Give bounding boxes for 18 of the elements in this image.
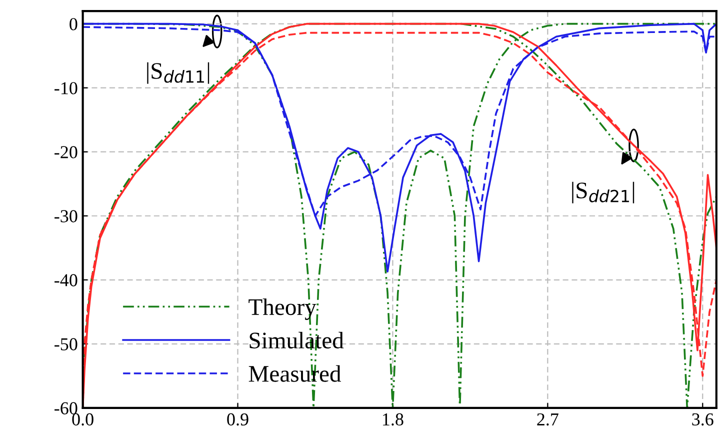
annotation: |S$_{dd21}$| — [572, 182, 634, 204]
x-tick-label: 3.6 — [692, 413, 714, 426]
x-tick-label: 0.9 — [227, 413, 248, 426]
x-tick-label: 2.7 — [537, 413, 558, 426]
legend-label: Simulated — [250, 332, 344, 349]
y-tick-label: -30 — [54, 210, 78, 222]
annotation: |S$_{dd11}$| — [147, 62, 210, 84]
y-tick-label: -60 — [54, 402, 78, 414]
y-tick-label: -10 — [54, 82, 78, 94]
y-tick-label: -50 — [54, 338, 78, 350]
x-tick-label: 0.0 — [72, 413, 94, 426]
y-tick-label: -20 — [54, 146, 78, 158]
legend-label: Measured — [248, 365, 342, 382]
line-series — [82, 22, 716, 272]
x-tick-label: 1.8 — [383, 413, 404, 426]
y-tick-label: 0 — [70, 18, 78, 30]
legend-label: Theory — [248, 298, 316, 320]
y-tick-label: -40 — [54, 274, 78, 286]
